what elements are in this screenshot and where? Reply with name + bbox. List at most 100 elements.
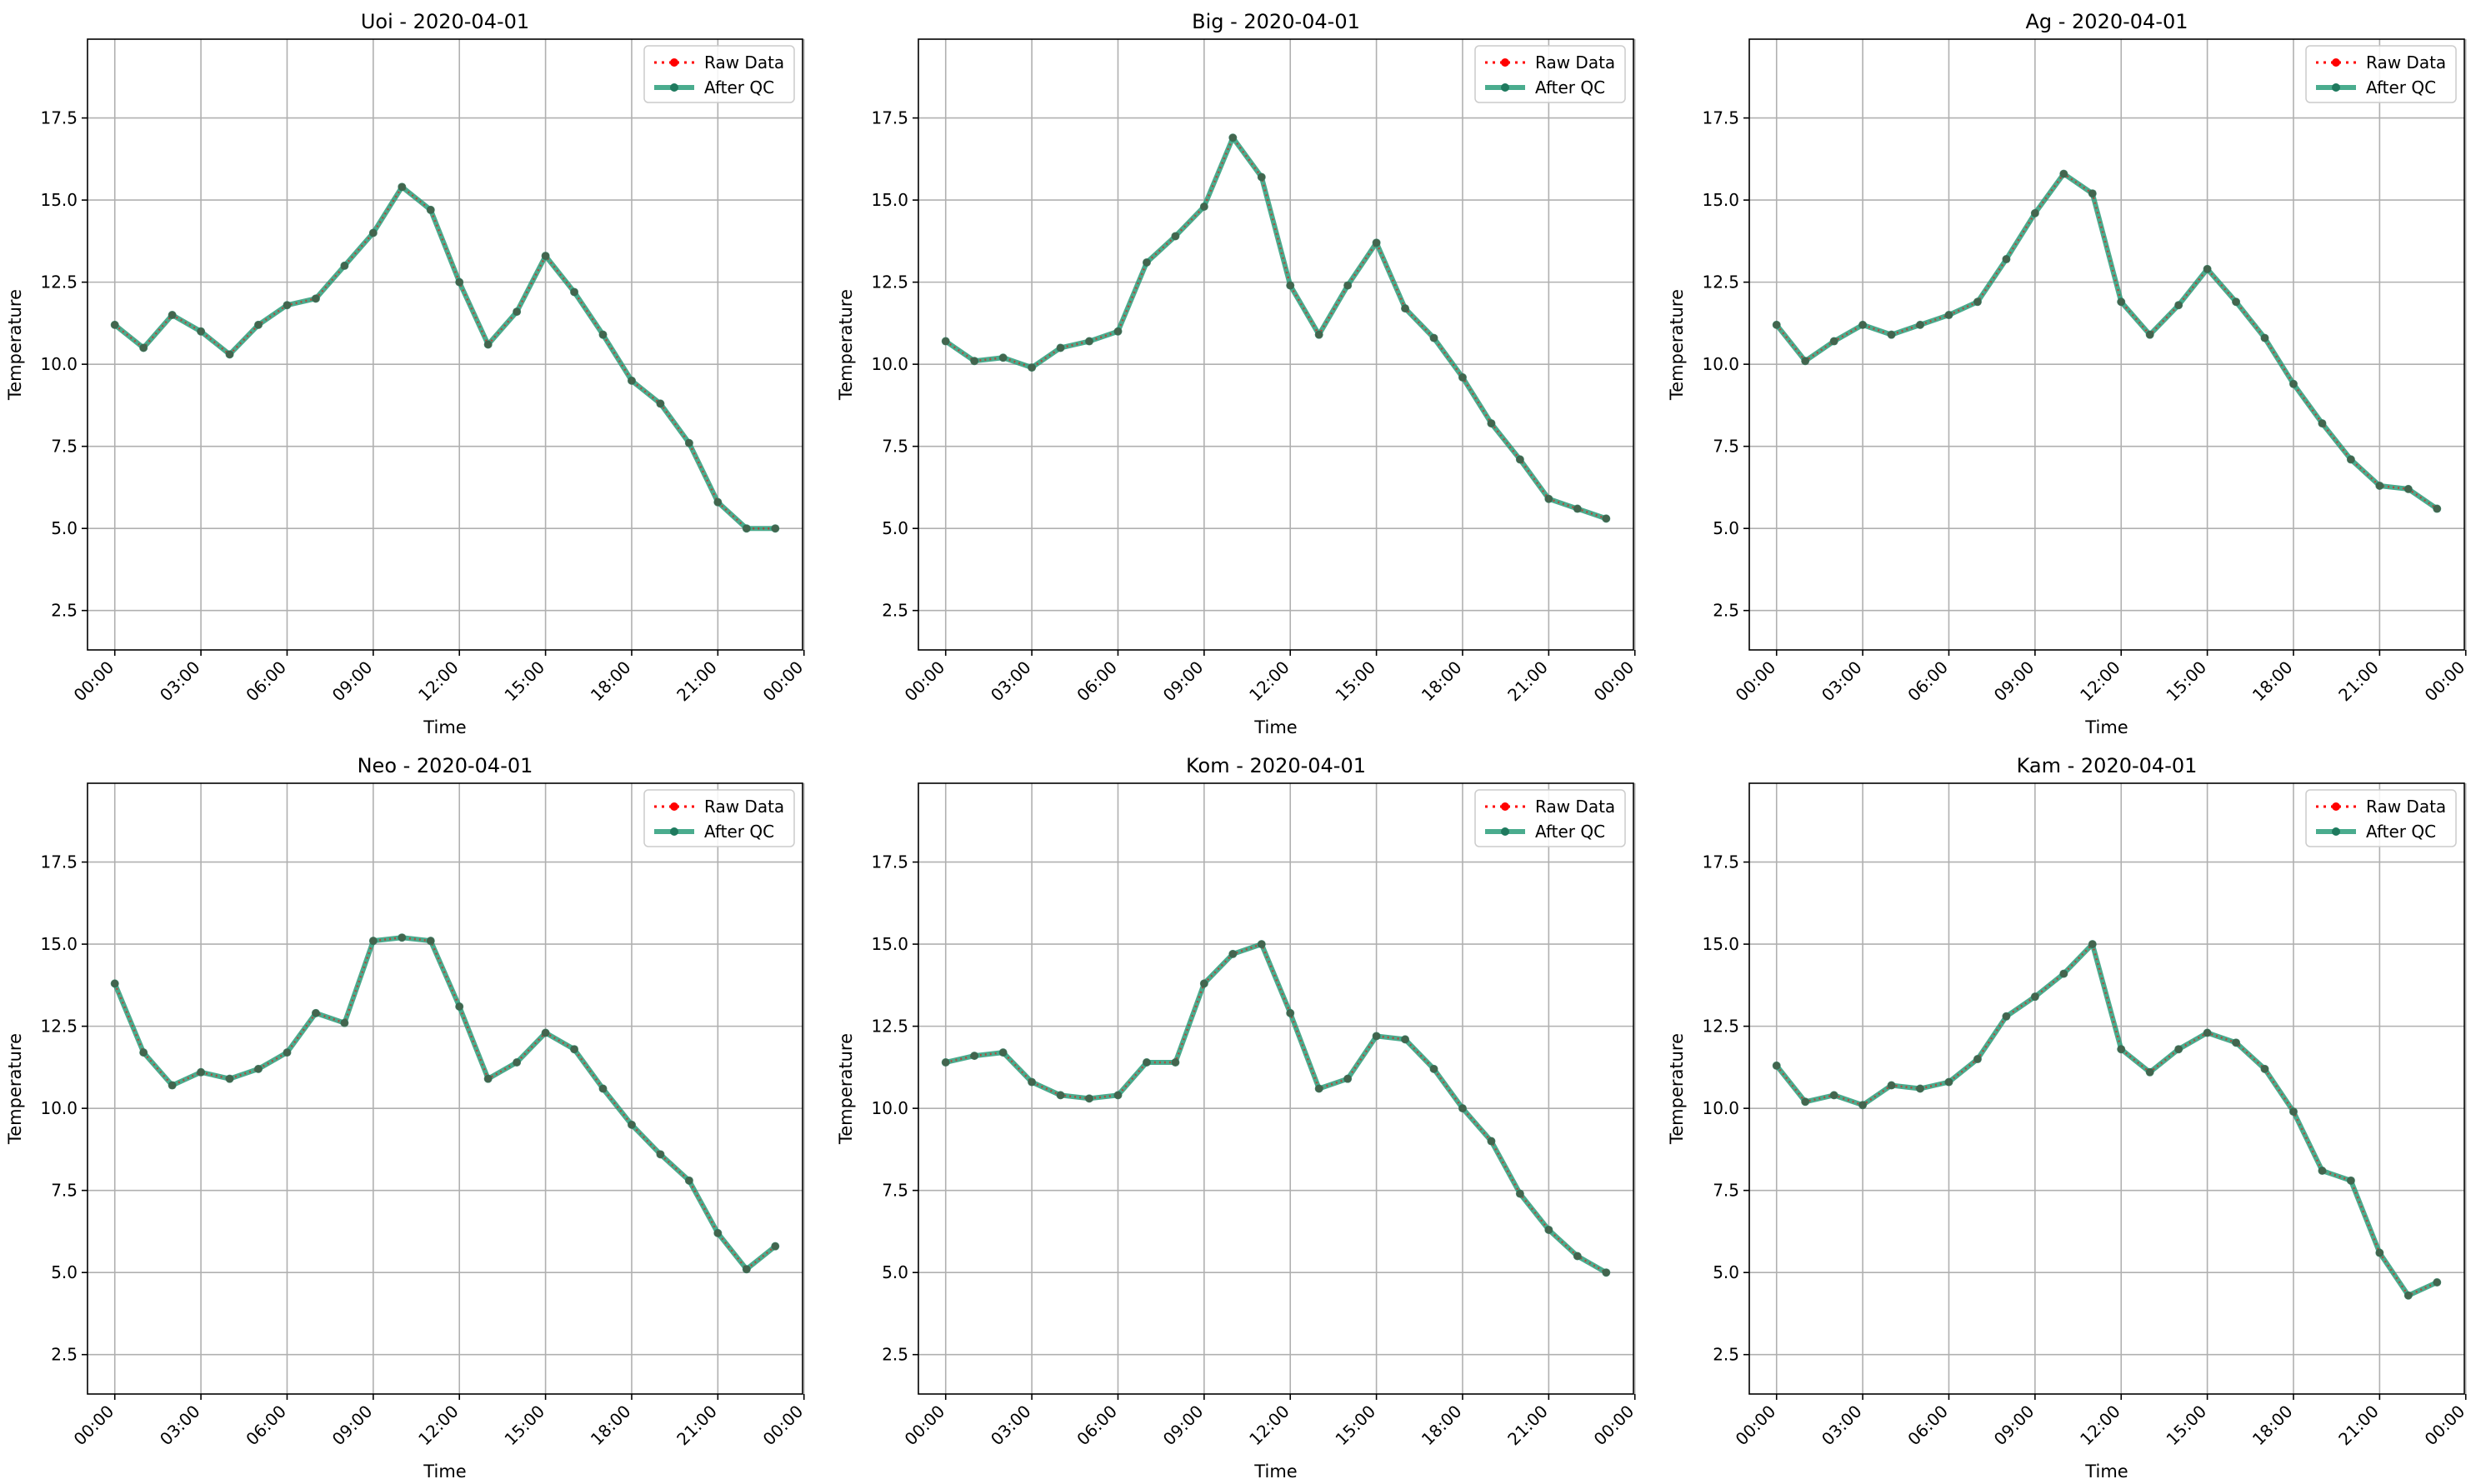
grid	[1749, 39, 2467, 650]
legend-raw-marker	[2332, 802, 2340, 811]
after-qc-point	[713, 1228, 723, 1237]
after-qc-point	[1573, 1252, 1582, 1261]
subplot-neo: 00:00 03:00 06:00 09:00 12:00 15:00 18:00 21:00…	[5, 754, 807, 1482]
y-tick-label: 2.5	[882, 1345, 908, 1365]
x-tick-label: 21:00	[1503, 657, 1552, 706]
after-qc-point	[1286, 281, 1295, 290]
after-qc-point	[2232, 297, 2241, 307]
y-tick-label: 7.5	[1713, 1181, 1739, 1201]
after-qc-point	[1458, 372, 1467, 382]
after-qc-point	[483, 340, 493, 349]
after-qc-point	[1113, 327, 1123, 336]
after-qc-point	[197, 327, 206, 336]
x-tick-label: 12:00	[2076, 657, 2124, 706]
series-line-after-qc	[113, 184, 776, 532]
after-qc-point	[225, 350, 234, 359]
axes-frame	[1748, 38, 2465, 651]
y-tick-label: 12.5	[40, 272, 78, 292]
x-tick-label: 21:00	[2334, 1402, 2383, 1450]
chart-title: Ag - 2020-04-01	[2025, 10, 2188, 33]
x-tick-label: 15:00	[500, 657, 548, 706]
x-tick-label: 18:00	[587, 1402, 635, 1450]
after-qc-point	[1314, 330, 1323, 339]
x-tick-label: 06:00	[242, 1402, 290, 1450]
y-tick-label: 10.0	[1702, 1098, 1739, 1118]
after-qc-point	[455, 277, 464, 287]
legend-qc-label: After QC	[1535, 822, 1605, 842]
legend-raw-marker	[670, 58, 678, 67]
legend: Raw Data After QC	[643, 789, 795, 847]
after-qc-point	[2117, 297, 2126, 307]
series-line-after-qc	[112, 935, 778, 1272]
after-qc-point	[1199, 202, 1208, 211]
legend-raw-label: Raw Data	[2366, 52, 2446, 72]
after-qc-point	[2260, 333, 2269, 342]
after-qc-point	[2318, 419, 2327, 428]
subplot-kom: 00:00 03:00 06:00 09:00 12:00 15:00 18:00 21:00…	[836, 754, 1638, 1482]
after-qc-point	[941, 337, 950, 346]
legend: Raw Data After QC	[1474, 45, 1626, 103]
after-qc-point	[1343, 281, 1353, 290]
y-tick-label: 7.5	[1713, 437, 1739, 457]
y-tick-label: 7.5	[51, 1181, 78, 1201]
after-qc-point	[340, 1018, 349, 1027]
y-tick-label: 2.5	[51, 601, 78, 621]
y-tick-label: 17.5	[871, 852, 908, 872]
after-qc-point	[1602, 514, 1611, 523]
x-tick-label: 06:00	[1073, 1402, 1121, 1450]
x-tick-label: 15:00	[500, 1402, 548, 1450]
series-line-raw-data	[945, 135, 1607, 520]
x-tick-label: 00:00	[759, 1402, 808, 1450]
after-qc-point	[2288, 1107, 2298, 1117]
x-tick-label: 00:00	[70, 657, 118, 706]
after-qc-point	[398, 182, 407, 192]
y-axis-label: Temperature	[836, 1033, 856, 1145]
after-qc-point	[1887, 1081, 1896, 1090]
legend-qc-label: After QC	[1535, 77, 1605, 97]
after-qc-point	[2203, 264, 2212, 273]
after-qc-point	[771, 524, 780, 533]
legend-raw-marker	[1501, 802, 1509, 811]
after-qc-point	[2059, 969, 2068, 978]
y-tick-label: 15.0	[1702, 190, 1739, 210]
y-tick-label: 12.5	[1702, 272, 1739, 292]
series-line-raw-data	[945, 942, 1607, 1274]
y-tick-label: 15.0	[40, 934, 78, 954]
after-qc-point	[1142, 1057, 1151, 1067]
after-qc-point	[1602, 1268, 1611, 1277]
after-qc-point	[1257, 940, 1266, 949]
y-tick-label: 15.0	[871, 190, 908, 210]
after-qc-point	[1458, 1104, 1467, 1113]
x-axis-label: Time	[1253, 1462, 1297, 1482]
series-line-raw-data	[1775, 172, 2438, 510]
after-qc-point	[483, 1074, 493, 1083]
after-qc-point	[168, 311, 177, 320]
after-qc-point	[998, 353, 1008, 362]
x-tick-label: 15:00	[2162, 1402, 2210, 1450]
after-qc-point	[1401, 1035, 1410, 1044]
legend-raw-label: Raw Data	[1535, 797, 1615, 817]
x-tick-label: 00:00	[1590, 657, 1638, 706]
after-qc-point	[1028, 1077, 1037, 1087]
grid	[88, 783, 805, 1394]
chart-title: Neo - 2020-04-01	[358, 754, 533, 777]
subplot-uoi: 00:00 03:00 06:00 09:00 12:00 15:00 18:00 21:00…	[5, 10, 807, 737]
after-qc-point	[2346, 455, 2355, 464]
after-qc-point	[197, 1067, 206, 1077]
x-tick-label: 03:00	[987, 657, 1035, 706]
legend: Raw Data After QC	[643, 45, 795, 103]
after-qc-point	[1829, 337, 1838, 346]
after-qc-point	[1056, 343, 1065, 352]
y-tick-label: 2.5	[1713, 1345, 1739, 1365]
y-tick-label: 12.5	[1702, 1017, 1739, 1037]
x-tick-label: 15:00	[1331, 657, 1379, 706]
after-qc-point	[598, 1084, 608, 1093]
after-qc-point	[1487, 1137, 1496, 1146]
after-qc-point	[2288, 379, 2298, 388]
series-line-raw-data	[113, 185, 776, 530]
x-tick-label: 18:00	[587, 657, 635, 706]
series-line-raw-data	[113, 936, 777, 1272]
after-qc-point	[311, 294, 320, 303]
after-qc-point	[1916, 1084, 1925, 1093]
